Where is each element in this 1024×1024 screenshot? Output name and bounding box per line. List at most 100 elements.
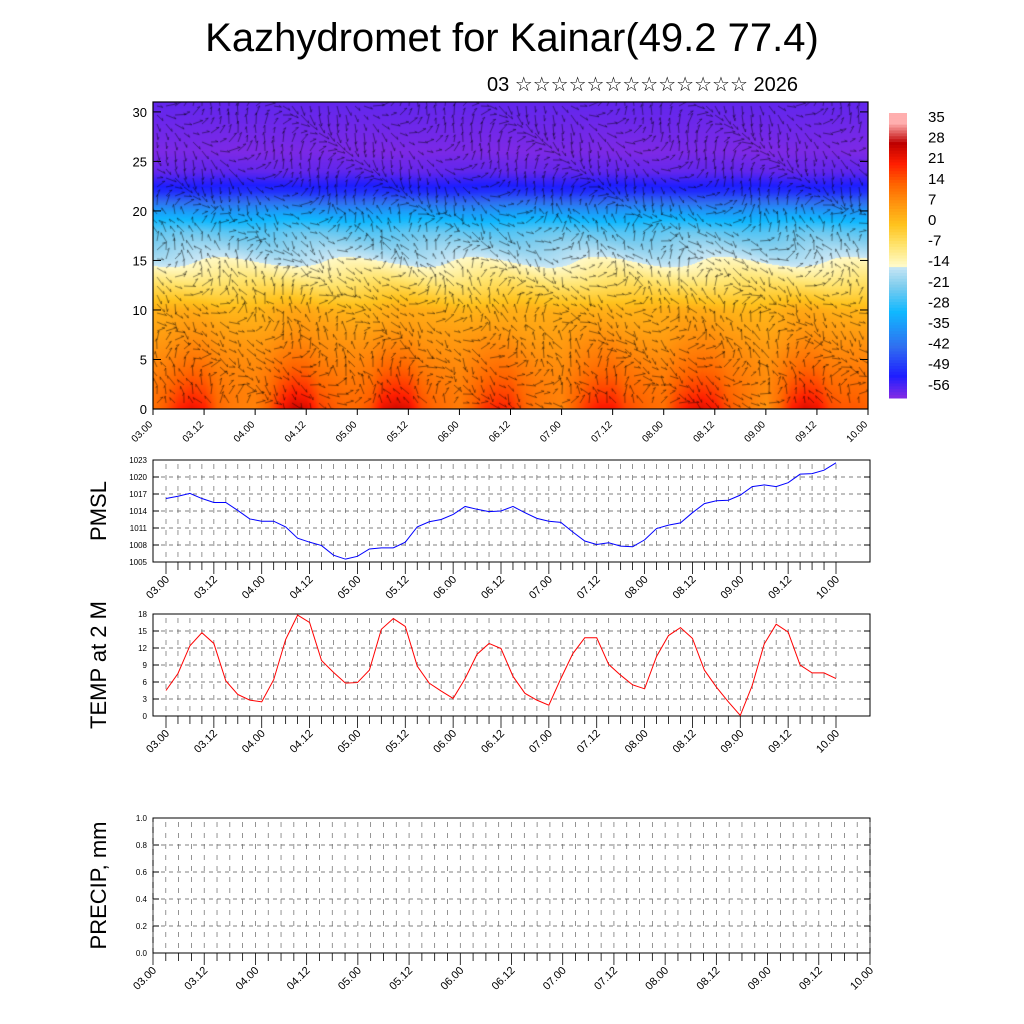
y-tick-label: 0 — [140, 402, 147, 417]
colorbar-cell — [889, 171, 907, 175]
precip-x-tick-label: 05.00 — [336, 965, 364, 993]
colorbar-cell — [889, 232, 907, 236]
pmsl-y-tick-label: 1014 — [129, 507, 147, 516]
colorbar-cell — [889, 197, 907, 201]
x-tick-label: 08.00 — [640, 419, 666, 445]
colorbar-cell — [889, 223, 907, 227]
colorbar-cell — [889, 168, 907, 172]
temp-x-tick-label: 09.00 — [718, 728, 746, 756]
colorbar-label: -21 — [928, 274, 950, 291]
x-tick-label: 08.12 — [691, 419, 717, 445]
colorbar-cell — [889, 316, 907, 320]
colorbar-cell — [889, 299, 907, 303]
x-tick-label: 07.12 — [589, 419, 615, 445]
colorbar-cell — [889, 319, 907, 323]
colorbar-cell — [889, 261, 907, 265]
x-tick-label: 03.12 — [181, 419, 207, 445]
colorbar-cell — [889, 325, 907, 329]
temp-y-tick-label: 15 — [138, 627, 147, 636]
temp-x-tick-label: 06.12 — [479, 728, 507, 756]
x-tick-label: 06.00 — [436, 419, 462, 445]
colorbar-cell — [889, 176, 907, 181]
pmsl-y-tick-label: 1005 — [129, 558, 147, 567]
colorbar-cell — [889, 255, 907, 259]
pmsl-x-tick-label: 06.00 — [431, 574, 459, 602]
colorbar-cell — [889, 240, 907, 245]
colorbar-cell — [889, 281, 907, 286]
y-tick-label: 15 — [133, 253, 147, 268]
colorbar-label: -7 — [928, 233, 941, 250]
colorbar-cell — [889, 354, 907, 358]
precip-y-tick-label: 0.6 — [136, 868, 148, 877]
pmsl-x-tick-label: 03.00 — [144, 574, 172, 602]
x-tick-label: 04.12 — [283, 419, 309, 445]
colorbar-cell — [889, 395, 907, 399]
precip-x-tick-label: 04.00 — [234, 965, 262, 993]
colorbar-cell — [889, 363, 907, 367]
colorbar-cell — [889, 203, 907, 207]
colorbar-cell — [889, 206, 907, 210]
precip-x-tick-label: 08.12 — [695, 965, 723, 993]
pmsl-x-tick-label: 09.12 — [766, 574, 794, 602]
temp-x-tick-label: 07.00 — [527, 728, 555, 756]
colorbar-cell — [889, 121, 907, 126]
temp-x-tick-label: 05.12 — [383, 728, 411, 756]
colorbar-cell — [889, 153, 907, 158]
colorbar-label: -42 — [928, 336, 950, 353]
colorbar-cell — [889, 214, 907, 219]
pmsl-line — [165, 462, 837, 560]
x-tick-label: 03.00 — [130, 419, 156, 445]
colorbar-cell — [889, 296, 907, 300]
temp-x-tick-label: 08.00 — [623, 728, 651, 756]
colorbar-cell — [889, 331, 907, 335]
colorbar-cell — [889, 165, 907, 169]
x-tick-label: 10.00 — [845, 419, 871, 445]
precip-y-tick-label: 0.0 — [136, 949, 148, 958]
colorbar-cell — [889, 182, 907, 187]
colorbar-cell — [889, 243, 907, 248]
colorbar-cell — [889, 136, 907, 140]
temp-x-tick-label: 10.00 — [814, 728, 842, 756]
x-tick-label: 09.12 — [794, 419, 820, 445]
x-tick-label: 07.00 — [538, 419, 564, 445]
precip-x-tick-label: 03.00 — [131, 965, 159, 993]
precip-y-tick-label: 0.4 — [136, 895, 148, 904]
colorbar-label: -14 — [928, 253, 950, 270]
pmsl-x-tick-label: 05.12 — [383, 574, 411, 602]
colorbar-cell — [889, 278, 907, 283]
temp-x-tick-label: 04.00 — [240, 728, 268, 756]
colorbar-cell — [889, 147, 907, 152]
pmsl-y-tick-label: 1008 — [129, 541, 147, 550]
colorbar-cell — [889, 252, 907, 256]
pmsl-x-tick-label: 05.00 — [336, 574, 364, 602]
y-tick-label: 20 — [133, 204, 147, 219]
x-tick-label: 06.12 — [487, 419, 513, 445]
colorbar-cell — [889, 357, 907, 361]
colorbar-cell — [889, 258, 907, 262]
colorbar-label: -35 — [928, 315, 950, 332]
pmsl-y-tick-label: 1020 — [129, 473, 147, 482]
precip-x-tick-label: 09.12 — [797, 965, 825, 993]
colorbar-cell — [889, 179, 907, 184]
colorbar-cell — [889, 290, 907, 294]
colorbar-cell — [889, 200, 907, 204]
precip-x-tick-label: 06.12 — [490, 965, 518, 993]
colorbar-cell — [889, 156, 907, 161]
colorbar-cell — [889, 386, 907, 390]
colorbar-label: 28 — [928, 130, 945, 147]
colorbar-cell — [889, 118, 907, 123]
y-tick-label: 10 — [133, 303, 147, 318]
colorbar-cell — [889, 188, 907, 193]
colorbar-cell — [889, 162, 907, 166]
colorbar-label: 14 — [928, 171, 945, 188]
temp-y-tick-label: 9 — [143, 661, 148, 670]
precip-x-tick-label: 06.00 — [438, 965, 466, 993]
pmsl-x-tick-label: 04.00 — [240, 574, 268, 602]
temp-ylabel: TEMP at 2 M — [86, 601, 111, 729]
colorbar-cell — [889, 130, 907, 134]
colorbar-cell — [889, 235, 907, 239]
colorbar-cell — [889, 133, 907, 137]
pmsl-x-tick-label: 03.12 — [192, 574, 220, 602]
x-tick-label: 05.00 — [334, 419, 360, 445]
colorbar-cell — [889, 368, 907, 373]
